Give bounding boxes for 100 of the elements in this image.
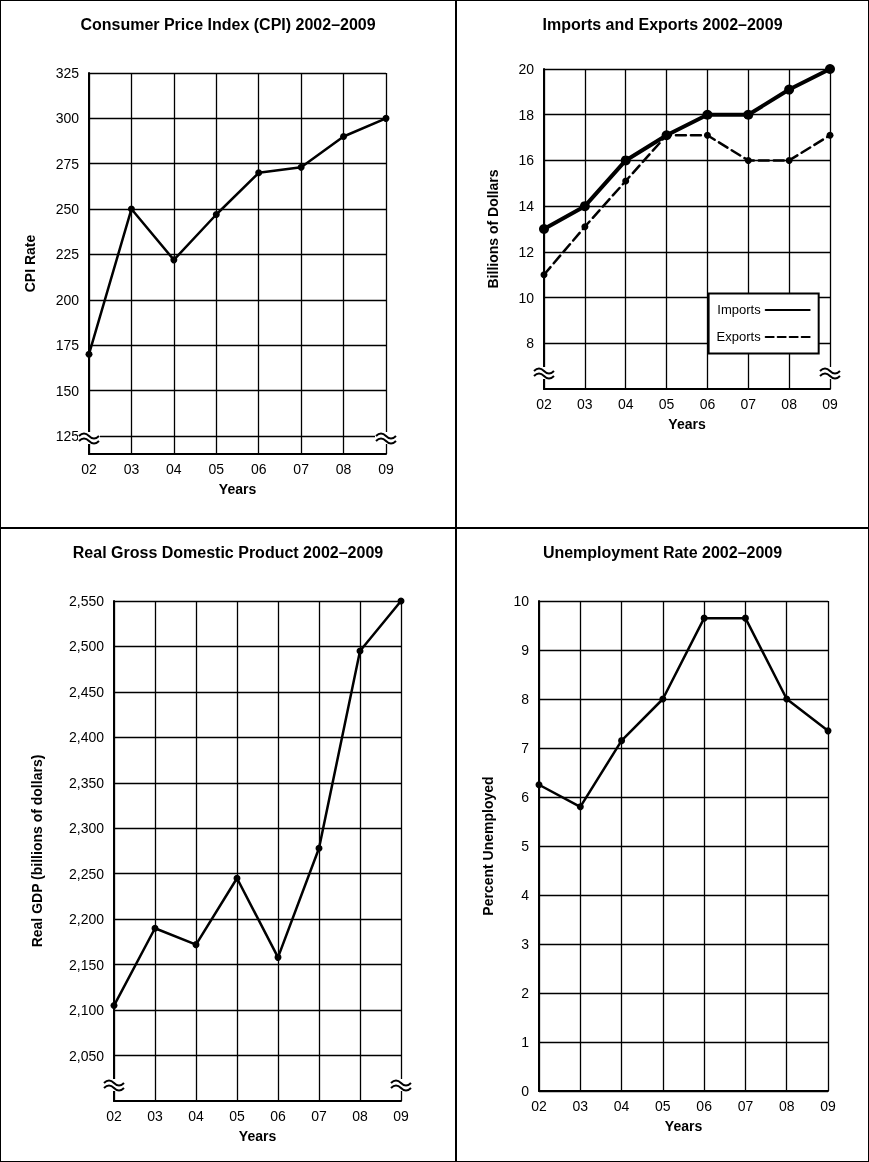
point: [741, 614, 749, 622]
y-tick-label: 175: [55, 337, 80, 354]
point: [826, 131, 834, 139]
y-tick-label: 9: [521, 642, 530, 658]
point: [702, 109, 713, 120]
y-tick-label: 10: [513, 593, 530, 609]
y-tick-label: 2: [521, 985, 530, 1001]
x-tick-label: 04: [188, 1108, 204, 1124]
chart-title: Imports and Exports 2002–2009: [542, 15, 783, 33]
x-tick-label: 09: [820, 1098, 836, 1114]
x-axis-title: Years: [668, 416, 706, 432]
x-tick-label: 06: [250, 461, 267, 477]
x-tick-label: 06: [699, 396, 716, 412]
x-tick-label: 08: [335, 461, 352, 477]
y-tick-label: 2,200: [68, 911, 105, 928]
chart-title: Unemployment Rate 2002–2009: [542, 543, 783, 561]
x-tick-label: 04: [166, 461, 182, 477]
y-axis-title: Percent Unemployed: [480, 776, 496, 916]
y-tick-label: 20: [518, 61, 535, 77]
y-tick-label: 10: [518, 289, 535, 306]
x-tick-label: 04: [613, 1098, 630, 1114]
point: [535, 781, 543, 789]
x-tick-label: 03: [123, 461, 140, 477]
point: [255, 169, 263, 177]
y-tick-label: 2,150: [68, 956, 105, 973]
x-tick-label: 02: [106, 1108, 122, 1124]
point: [382, 114, 390, 122]
y-tick-label: 250: [55, 201, 80, 218]
point: [297, 163, 305, 171]
point: [744, 156, 752, 164]
y-tick-label: 12: [518, 243, 535, 260]
point: [315, 844, 323, 852]
x-tick-label: 02: [536, 396, 552, 412]
y-tick-label: 6: [521, 789, 530, 805]
y-tick-label: 2,550: [68, 593, 105, 609]
point: [340, 133, 348, 140]
y-tick-label: 200: [55, 291, 80, 308]
x-tick-label: 03: [572, 1098, 589, 1114]
point: [85, 350, 93, 358]
point: [825, 64, 835, 74]
point: [192, 941, 200, 949]
x-tick-label: 09: [822, 396, 838, 412]
x-axis-title: Years: [218, 481, 257, 497]
y-tick-label: 0: [521, 1083, 530, 1099]
y-tick-label: 2,500: [68, 638, 105, 655]
point: [539, 224, 549, 234]
x-tick-label: 05: [229, 1108, 245, 1124]
point: [784, 84, 795, 95]
y-tick-label: 2,350: [68, 774, 105, 791]
x-axis-title: Years: [238, 1128, 277, 1144]
point: [127, 205, 135, 213]
y-tick-label: 225: [55, 246, 80, 263]
y-tick-label: 1: [521, 1034, 530, 1050]
x-tick-label: 08: [778, 1098, 795, 1114]
x-tick-label: 03: [577, 396, 593, 412]
y-tick-label: 18: [518, 106, 535, 123]
chart-title: Consumer Price Index (CPI) 2002–2009: [80, 15, 376, 33]
y-tick-label: 2,050: [68, 1047, 105, 1064]
x-tick-label: 06: [696, 1098, 713, 1114]
point: [579, 201, 590, 212]
y-axis-title: Real GDP (billions of dollars): [29, 754, 45, 948]
x-tick-label: 03: [147, 1108, 163, 1124]
x-tick-label: 07: [311, 1108, 327, 1124]
y-tick-label: 3: [521, 936, 530, 952]
point: [110, 1002, 118, 1010]
y-tick-label: 2,250: [68, 865, 105, 882]
point: [700, 614, 708, 622]
y-tick-label: 325: [55, 65, 80, 81]
x-tick-label: 08: [781, 396, 798, 412]
y-tick-label: 16: [518, 152, 535, 169]
point: [783, 695, 791, 703]
y-tick-label: 8: [526, 335, 535, 352]
point: [212, 211, 220, 219]
y-axis-title: Billions of Dollars: [485, 169, 501, 289]
x-tick-label: 05: [208, 461, 225, 477]
y-axis-title: CPI Rate: [22, 234, 38, 293]
point: [620, 155, 631, 166]
x-tick-label: 08: [352, 1108, 368, 1124]
y-tick-label: 125: [55, 427, 80, 444]
y-tick-label: 8: [521, 691, 530, 707]
y-tick-label: 2,400: [68, 729, 105, 746]
y-tick-label: 14: [518, 198, 535, 215]
y-tick-label: 5: [521, 838, 530, 854]
x-tick-label: 07: [737, 1098, 754, 1114]
point: [581, 223, 589, 231]
y-tick-label: 2,300: [68, 820, 105, 837]
point: [576, 803, 584, 811]
point: [703, 131, 711, 139]
point: [622, 177, 630, 185]
point: [743, 109, 754, 120]
y-tick-label: 2,100: [68, 1002, 105, 1019]
point: [170, 256, 178, 264]
x-tick-label: 05: [655, 1098, 671, 1114]
x-tick-label: 02: [81, 461, 97, 477]
y-tick-label: 2,450: [68, 683, 105, 700]
x-tick-label: 04: [617, 396, 634, 412]
x-tick-label: 02: [531, 1098, 547, 1114]
y-tick-label: 150: [55, 382, 80, 399]
y-tick-label: 275: [55, 155, 80, 172]
point: [233, 874, 241, 882]
